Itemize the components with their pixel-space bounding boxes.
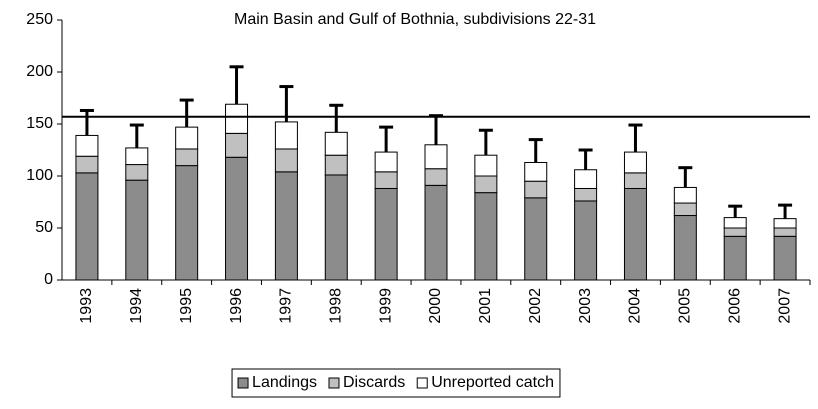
- legend-swatch: [416, 377, 428, 389]
- x-tick-label: 1998: [327, 288, 344, 324]
- y-tick-label: 50: [35, 219, 53, 236]
- bar-segment: [75, 134, 99, 157]
- error-bar: [329, 103, 344, 133]
- bar-segment: [75, 155, 99, 174]
- bar-segment: [524, 180, 548, 199]
- bar-segment: [274, 171, 298, 281]
- bar-segment: [125, 179, 149, 281]
- bar-segment: [574, 169, 598, 189]
- y-tick-label: 150: [26, 115, 53, 132]
- x-tick-label: 2005: [677, 288, 694, 324]
- bar-segment: [524, 161, 548, 182]
- legend-swatch: [237, 377, 249, 389]
- x-tick-label: 2004: [627, 288, 644, 324]
- error-bar: [528, 138, 543, 163]
- y-tick-label: 250: [26, 11, 53, 28]
- error-bar: [79, 108, 94, 136]
- y-tick-label: 100: [26, 167, 53, 184]
- bar-segment: [225, 103, 249, 134]
- x-tick-label: 1994: [128, 288, 145, 324]
- bar-segment: [274, 148, 298, 173]
- legend: Landings Discards Unreported catch: [231, 368, 561, 398]
- x-tick-label: 2006: [726, 288, 743, 324]
- error-bar: [728, 204, 743, 218]
- bar-segment: [424, 168, 448, 186]
- bar-segment: [175, 126, 199, 150]
- bar-segment: [424, 184, 448, 281]
- bar-segment: [75, 172, 99, 281]
- bar-segment: [324, 174, 348, 281]
- error-bar: [678, 166, 693, 188]
- bar-segment: [723, 235, 747, 281]
- legend-frame: [231, 368, 561, 398]
- bar-segment: [623, 187, 647, 281]
- bar-segment: [324, 154, 348, 176]
- bar-segment: [574, 200, 598, 281]
- x-tick-label: 2007: [776, 288, 793, 324]
- bar-segment: [673, 186, 697, 204]
- bar-segment: [773, 235, 797, 281]
- bar-segment: [474, 154, 498, 177]
- bar-segment: [773, 227, 797, 237]
- bar-segment: [673, 202, 697, 217]
- x-tick-label: 2003: [577, 288, 594, 324]
- error-bar: [129, 123, 144, 148]
- legend-label: Unreported catch: [431, 374, 554, 391]
- y-tick-label: 0: [44, 271, 53, 288]
- bar-segment: [175, 165, 199, 281]
- chart-title: Main Basin and Gulf of Bothnia, subdivis…: [234, 11, 596, 28]
- bar-segment: [125, 164, 149, 181]
- error-bar: [778, 203, 793, 219]
- bar-segment: [225, 132, 249, 158]
- bar-segment: [374, 187, 398, 281]
- legend-label: Landings: [252, 374, 317, 391]
- bar-segment: [125, 147, 149, 166]
- x-tick-label: 2002: [527, 288, 544, 324]
- error-bar: [429, 114, 443, 145]
- bar-segment: [274, 121, 298, 150]
- x-tick-label: 1997: [278, 288, 295, 324]
- bar-segment: [324, 131, 348, 156]
- x-tick-label: 2000: [427, 288, 444, 324]
- y-tick-label: 200: [26, 63, 53, 80]
- bar-segment: [474, 175, 498, 194]
- error-bar: [179, 98, 194, 128]
- bar-segment: [623, 172, 647, 189]
- error-bar: [379, 125, 394, 153]
- bar-segment: [175, 148, 199, 167]
- bar-segment: [574, 187, 598, 202]
- error-bar: [478, 128, 493, 156]
- x-tick-label: 1996: [228, 288, 245, 324]
- x-tick-label: 2001: [477, 288, 494, 324]
- bar-segment: [524, 197, 548, 281]
- x-tick-label: 1993: [78, 288, 95, 324]
- x-tick-label: 1999: [377, 288, 394, 324]
- legend-label: Discards: [343, 374, 405, 391]
- bar-segment: [424, 144, 448, 170]
- bar-segment: [374, 171, 398, 189]
- bar-segment: [474, 192, 498, 281]
- error-bar: [578, 148, 593, 170]
- legend-swatch: [328, 377, 340, 389]
- error-bar: [229, 65, 244, 105]
- bar-segment: [225, 156, 249, 281]
- bar-segment: [673, 215, 697, 281]
- bar-segment: [723, 217, 747, 229]
- bar-segment: [773, 218, 797, 229]
- x-tick-label: 1995: [178, 288, 195, 324]
- error-bar: [628, 123, 643, 153]
- bar-segment: [374, 151, 398, 173]
- bar-segment: [623, 151, 647, 174]
- bar-segment: [723, 227, 747, 237]
